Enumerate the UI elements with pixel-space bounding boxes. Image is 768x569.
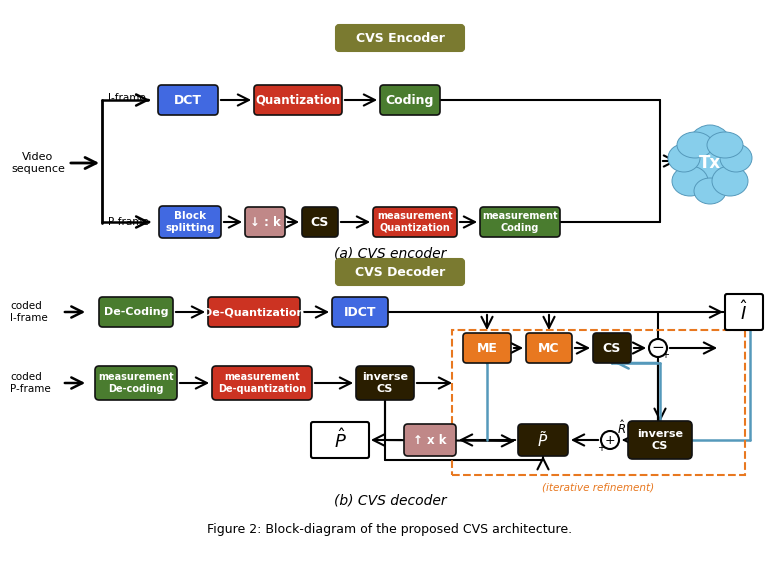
FancyBboxPatch shape: [158, 85, 218, 115]
Text: (b) CVS decoder: (b) CVS decoder: [333, 493, 446, 507]
FancyBboxPatch shape: [212, 366, 312, 400]
FancyBboxPatch shape: [254, 85, 342, 115]
Text: I-frame: I-frame: [108, 93, 146, 103]
Text: $\hat{R}$: $\hat{R}$: [617, 419, 627, 437]
FancyBboxPatch shape: [302, 207, 338, 237]
FancyBboxPatch shape: [245, 207, 285, 237]
Ellipse shape: [712, 166, 748, 196]
Text: ↓ : k: ↓ : k: [250, 216, 280, 229]
Text: inverse
CS: inverse CS: [362, 372, 408, 394]
Text: Block
splitting: Block splitting: [165, 211, 215, 233]
Text: Video
sequence: Video sequence: [11, 152, 65, 174]
Text: +: +: [661, 350, 669, 360]
Text: CS: CS: [603, 341, 621, 354]
Text: measurement
Quantization: measurement Quantization: [377, 211, 453, 233]
Text: CS: CS: [311, 216, 329, 229]
Circle shape: [649, 339, 667, 357]
Text: measurement
De-coding: measurement De-coding: [98, 372, 174, 394]
Ellipse shape: [707, 132, 743, 158]
FancyBboxPatch shape: [463, 333, 511, 363]
Ellipse shape: [720, 144, 752, 172]
FancyBboxPatch shape: [725, 294, 763, 330]
FancyBboxPatch shape: [159, 206, 221, 238]
FancyBboxPatch shape: [373, 207, 457, 237]
Text: measurement
De-quantization: measurement De-quantization: [218, 372, 306, 394]
Text: De-Coding: De-Coding: [104, 307, 168, 317]
FancyBboxPatch shape: [99, 297, 173, 327]
FancyBboxPatch shape: [480, 207, 560, 237]
Text: CVS Encoder: CVS Encoder: [356, 31, 445, 44]
Text: Coding: Coding: [386, 93, 434, 106]
Ellipse shape: [672, 166, 708, 196]
Bar: [452, 330, 745, 475]
Text: Figure 2: Block-diagram of the proposed CVS architecture.: Figure 2: Block-diagram of the proposed …: [207, 523, 573, 537]
Ellipse shape: [694, 178, 726, 204]
Text: IDCT: IDCT: [344, 306, 376, 319]
Text: +: +: [604, 434, 615, 447]
FancyBboxPatch shape: [95, 366, 177, 400]
Text: ↑ x k: ↑ x k: [413, 434, 447, 447]
Text: −: −: [651, 340, 664, 354]
Text: measurement
Coding: measurement Coding: [482, 211, 558, 233]
Text: CVS Decoder: CVS Decoder: [355, 266, 445, 278]
Text: ME: ME: [477, 341, 498, 354]
FancyBboxPatch shape: [356, 366, 414, 400]
Text: (iterative refinement): (iterative refinement): [542, 482, 654, 492]
FancyBboxPatch shape: [518, 424, 568, 456]
FancyBboxPatch shape: [526, 333, 572, 363]
Text: inverse
CS: inverse CS: [637, 429, 683, 451]
Ellipse shape: [668, 144, 700, 172]
Text: (a) CVS encoder: (a) CVS encoder: [334, 246, 446, 260]
FancyBboxPatch shape: [593, 333, 631, 363]
Text: $\hat{P}$: $\hat{P}$: [333, 428, 346, 452]
Text: coded
P-frame: coded P-frame: [10, 372, 51, 394]
FancyBboxPatch shape: [628, 421, 692, 459]
Text: $\tilde{P}$: $\tilde{P}$: [538, 430, 548, 450]
FancyBboxPatch shape: [332, 297, 388, 327]
Text: DCT: DCT: [174, 93, 202, 106]
Text: Quantization: Quantization: [256, 93, 340, 106]
Ellipse shape: [677, 132, 713, 158]
FancyBboxPatch shape: [336, 25, 464, 51]
Text: +: +: [597, 443, 605, 453]
FancyBboxPatch shape: [336, 259, 464, 285]
Text: MC: MC: [538, 341, 560, 354]
Text: $\hat{I}$: $\hat{I}$: [740, 300, 748, 324]
Text: De-Quantization: De-Quantization: [204, 307, 305, 317]
FancyBboxPatch shape: [404, 424, 456, 456]
FancyBboxPatch shape: [380, 85, 440, 115]
FancyBboxPatch shape: [208, 297, 300, 327]
Text: Tx: Tx: [699, 154, 721, 172]
Circle shape: [601, 431, 619, 449]
Text: coded
I-frame: coded I-frame: [10, 301, 48, 323]
Ellipse shape: [682, 125, 738, 201]
Text: P-frame: P-frame: [108, 217, 149, 227]
FancyBboxPatch shape: [311, 422, 369, 458]
